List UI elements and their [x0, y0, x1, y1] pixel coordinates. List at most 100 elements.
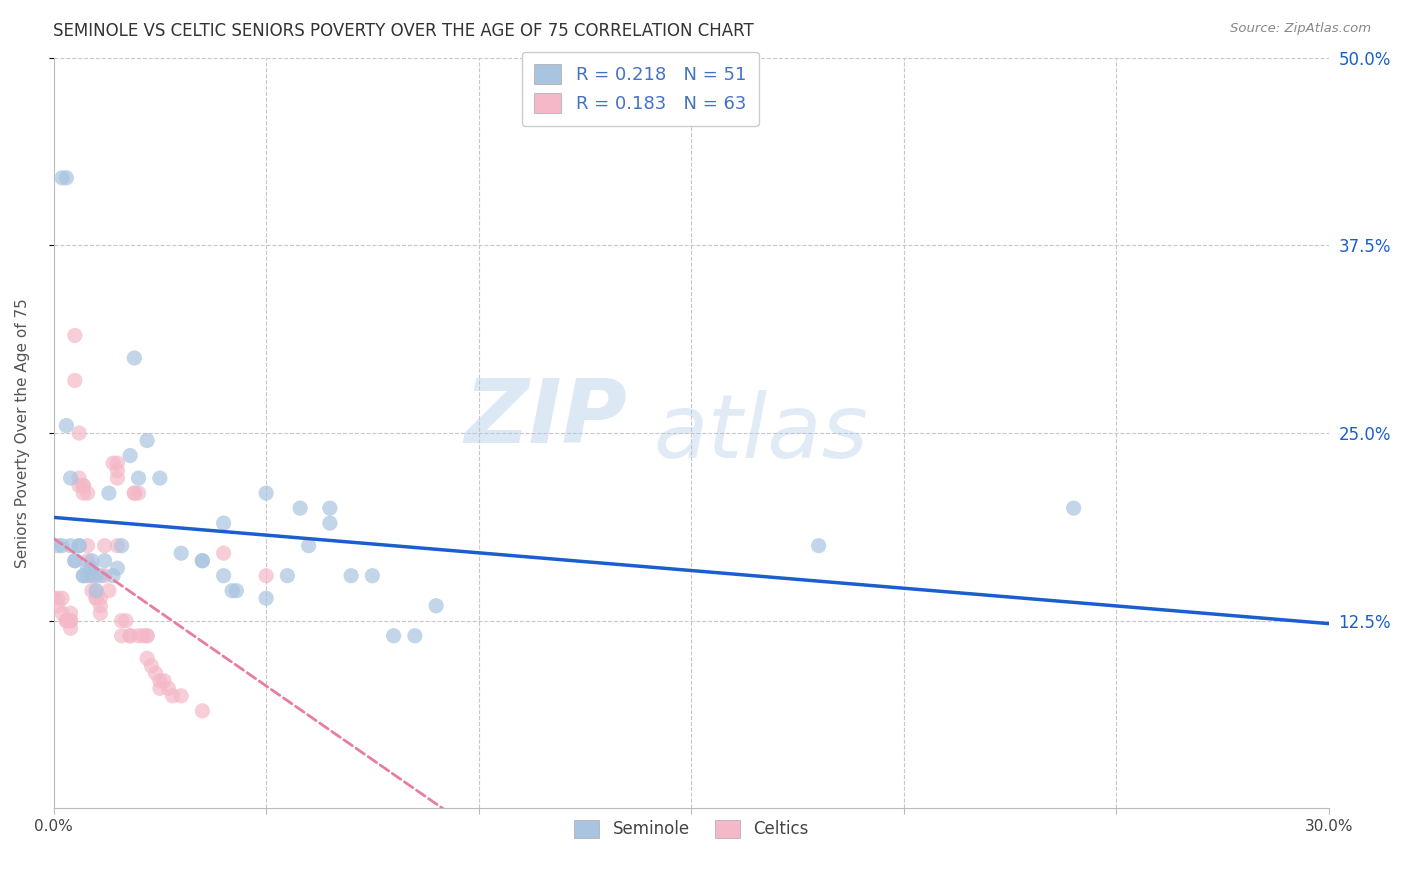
- Point: [136, 629, 159, 643]
- Point: [170, 546, 193, 560]
- Point: [149, 673, 172, 688]
- Point: [191, 704, 214, 718]
- Point: [59, 614, 82, 628]
- Point: [76, 539, 98, 553]
- Text: Source: ZipAtlas.com: Source: ZipAtlas.com: [1230, 22, 1371, 36]
- Point: [51, 606, 73, 620]
- Point: [63, 328, 86, 343]
- Point: [93, 568, 115, 582]
- Point: [153, 673, 176, 688]
- Point: [46, 591, 69, 606]
- Point: [55, 614, 77, 628]
- Point: [80, 561, 103, 575]
- Point: [72, 478, 94, 492]
- Point: [93, 539, 115, 553]
- Point: [80, 568, 103, 582]
- Point: [80, 568, 103, 582]
- Point: [212, 568, 235, 582]
- Point: [120, 629, 142, 643]
- Point: [67, 539, 90, 553]
- Point: [124, 351, 146, 365]
- Point: [89, 568, 111, 582]
- Point: [404, 629, 426, 643]
- Point: [84, 591, 107, 606]
- Point: [128, 471, 150, 485]
- Point: [84, 583, 107, 598]
- Point: [59, 471, 82, 485]
- Text: atlas: atlas: [652, 390, 868, 476]
- Point: [89, 591, 111, 606]
- Point: [340, 568, 363, 582]
- Point: [115, 614, 138, 628]
- Point: [128, 629, 150, 643]
- Point: [1063, 501, 1085, 516]
- Point: [361, 568, 384, 582]
- Point: [67, 425, 90, 440]
- Point: [276, 568, 298, 582]
- Point: [101, 568, 124, 582]
- Point: [425, 599, 447, 613]
- Point: [807, 539, 830, 553]
- Point: [191, 554, 214, 568]
- Point: [298, 539, 321, 553]
- Point: [84, 568, 107, 582]
- Point: [105, 471, 128, 485]
- Point: [63, 374, 86, 388]
- Point: [120, 449, 142, 463]
- Point: [84, 583, 107, 598]
- Point: [59, 539, 82, 553]
- Point: [46, 539, 69, 553]
- Point: [72, 478, 94, 492]
- Point: [72, 568, 94, 582]
- Point: [141, 658, 163, 673]
- Point: [170, 689, 193, 703]
- Text: SEMINOLE VS CELTIC SENIORS POVERTY OVER THE AGE OF 75 CORRELATION CHART: SEMINOLE VS CELTIC SENIORS POVERTY OVER …: [53, 22, 754, 40]
- Point: [254, 486, 277, 500]
- Point: [319, 501, 342, 516]
- Point: [84, 591, 107, 606]
- Point: [212, 516, 235, 530]
- Point: [67, 478, 90, 492]
- Point: [191, 554, 214, 568]
- Point: [149, 471, 172, 485]
- Point: [67, 471, 90, 485]
- Point: [59, 606, 82, 620]
- Point: [67, 539, 90, 553]
- Point: [149, 681, 172, 696]
- Point: [136, 434, 159, 448]
- Point: [212, 546, 235, 560]
- Point: [157, 681, 180, 696]
- Point: [59, 614, 82, 628]
- Point: [55, 614, 77, 628]
- Point: [80, 554, 103, 568]
- Point: [76, 554, 98, 568]
- Point: [59, 621, 82, 635]
- Point: [254, 591, 277, 606]
- Point: [63, 554, 86, 568]
- Point: [145, 666, 167, 681]
- Point: [46, 599, 69, 613]
- Point: [76, 486, 98, 500]
- Point: [76, 568, 98, 582]
- Point: [105, 464, 128, 478]
- Text: ZIP: ZIP: [464, 375, 627, 461]
- Point: [51, 170, 73, 185]
- Point: [132, 629, 155, 643]
- Point: [124, 486, 146, 500]
- Point: [110, 629, 132, 643]
- Point: [51, 591, 73, 606]
- Point: [120, 629, 142, 643]
- Point: [72, 486, 94, 500]
- Point: [97, 486, 120, 500]
- Point: [319, 516, 342, 530]
- Point: [63, 554, 86, 568]
- Point: [105, 456, 128, 470]
- Point: [89, 606, 111, 620]
- Point: [55, 418, 77, 433]
- Point: [97, 583, 120, 598]
- Point: [105, 561, 128, 575]
- Point: [101, 456, 124, 470]
- Point: [42, 591, 65, 606]
- Point: [225, 583, 247, 598]
- Point: [105, 539, 128, 553]
